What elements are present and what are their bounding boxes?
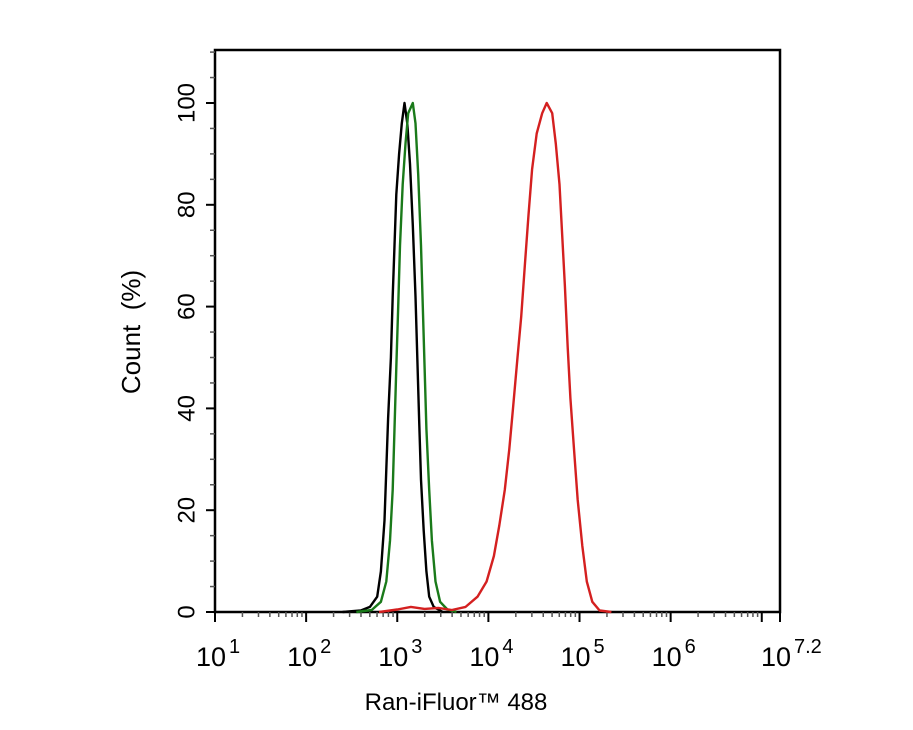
x-tick-label: 10 — [196, 642, 226, 672]
y-tick-label: 100 — [173, 83, 200, 123]
plot-frame — [213, 48, 782, 614]
x-tick-label: 10 — [560, 642, 590, 672]
x-tick-exponent: 6 — [685, 636, 696, 658]
y-tick-label: 60 — [173, 293, 200, 320]
x-tick-label: 10 — [469, 642, 499, 672]
histogram-curve-red — [378, 101, 612, 614]
y-tick-label: 0 — [173, 605, 200, 618]
y-axis-ticks: 0 20 40 60 80 100 — [173, 51, 215, 619]
x-axis-ticks: 10 1 10 2 10 3 10 4 10 5 10 6 10 7.2 — [196, 612, 822, 672]
x-tick-exponent: 2 — [320, 636, 331, 658]
x-tick-exponent: 7.2 — [794, 636, 822, 658]
x-tick-label: 10 — [287, 642, 317, 672]
y-tick-label: 20 — [173, 497, 200, 524]
x-tick-exponent: 5 — [594, 636, 605, 658]
x-tick-exponent: 3 — [411, 636, 422, 658]
x-axis-label: Ran-iFluor™ 488 — [365, 689, 548, 716]
y-axis-label: Count (%) — [116, 270, 146, 394]
y-tick-label: 40 — [173, 395, 200, 422]
x-tick-label: 10 — [378, 642, 408, 672]
histogram-curve-green — [356, 101, 457, 614]
x-tick-exponent: 1 — [229, 636, 240, 658]
histogram-curve-black — [342, 101, 444, 614]
plot-border — [213, 48, 782, 614]
x-tick-label: 10 — [761, 642, 791, 672]
x-tick-label: 10 — [652, 642, 682, 672]
histogram-series — [342, 101, 612, 614]
x-tick-exponent: 4 — [502, 636, 513, 658]
y-tick-label: 80 — [173, 191, 200, 218]
